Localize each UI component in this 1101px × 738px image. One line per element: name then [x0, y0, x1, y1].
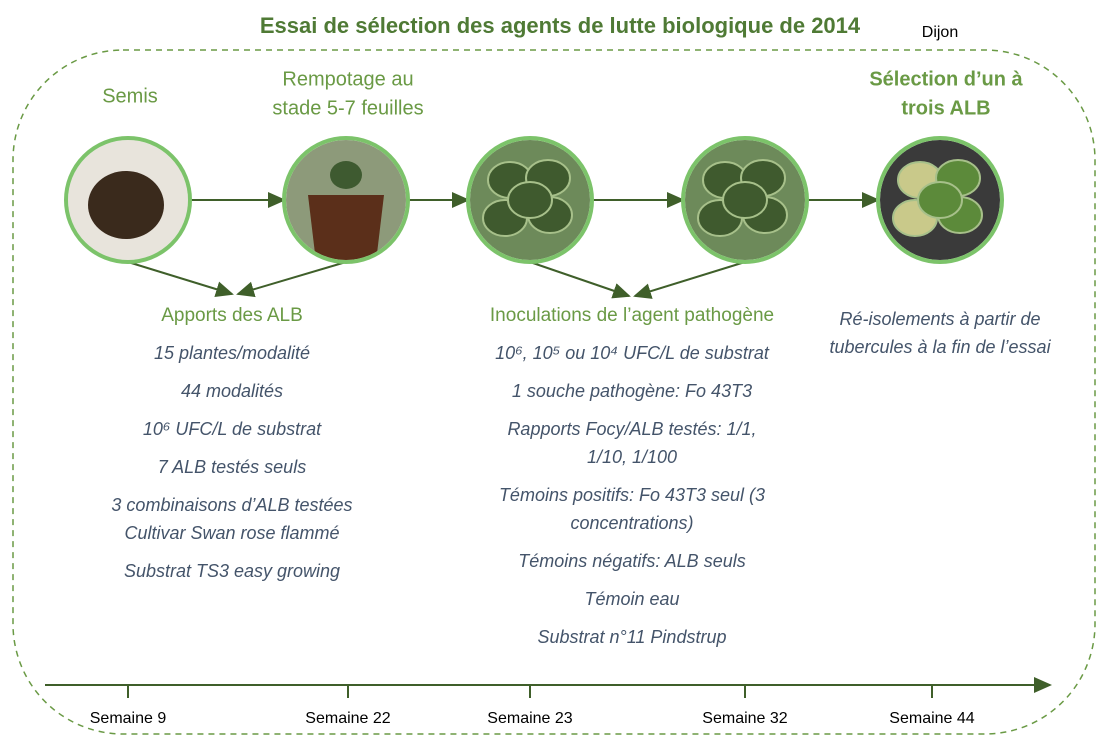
stage-photo: [284, 138, 408, 262]
item: 10⁶ UFC/L de substrat: [143, 419, 322, 439]
pot: [308, 195, 384, 262]
leaf: [918, 182, 962, 218]
stage-photo: [66, 138, 190, 262]
location: Dijon: [922, 24, 958, 41]
leaf: [508, 182, 552, 218]
week-label: Semaine 9: [90, 710, 167, 727]
week-label: Semaine 22: [305, 710, 390, 727]
stage-photo: [878, 138, 1002, 262]
stage-label: Rempotage au: [282, 68, 413, 90]
leaf: [330, 161, 362, 189]
item: concentrations): [570, 513, 693, 533]
item: 1 souche pathogène: Fo 43T3: [512, 381, 752, 401]
item: Rapports Focy/ALB testés: 1/1,: [507, 419, 756, 439]
diagram: Essai de sélection des agents de lutte b…: [0, 0, 1101, 738]
group-heading: Apports des ALB: [161, 305, 303, 326]
stage-photo: [468, 138, 592, 262]
item: tubercules à la fin de l’essai: [829, 337, 1051, 357]
title: Essai de sélection des agents de lutte b…: [260, 13, 861, 38]
stage-label: Semis: [102, 85, 158, 107]
item: 15 plantes/modalité: [154, 343, 310, 363]
item: 3 combinaisons d’ALB testées: [111, 495, 352, 515]
stage-label: Sélection d’un à: [869, 68, 1023, 90]
item: 44 modalités: [181, 381, 283, 401]
stage-label: trois ALB: [901, 97, 990, 119]
group-heading: Inoculations de l’agent pathogène: [490, 305, 774, 326]
stage-photo: [683, 138, 807, 262]
item: Cultivar Swan rose flammé: [124, 523, 339, 543]
week-label: Semaine 32: [702, 710, 787, 727]
item: 10⁶, 10⁵ ou 10⁴ UFC/L de substrat: [495, 343, 770, 363]
item: Témoins négatifs: ALB seuls: [518, 551, 745, 571]
item: Substrat TS3 easy growing: [124, 561, 340, 581]
item: Substrat n°11 Pindstrup: [538, 627, 727, 647]
leaf: [723, 182, 767, 218]
item: 7 ALB testés seuls: [158, 457, 306, 477]
week-label: Semaine 44: [889, 710, 974, 727]
soil: [88, 171, 164, 239]
item: 1/10, 1/100: [587, 447, 677, 467]
item: Témoins positifs: Fo 43T3 seul (3: [499, 485, 765, 505]
week-label: Semaine 23: [487, 710, 572, 727]
item: Ré-isolements à partir de: [839, 309, 1040, 329]
stage-label: stade 5-7 feuilles: [272, 97, 423, 119]
item: Témoin eau: [584, 589, 679, 609]
flow-arrows: [45, 200, 1050, 685]
